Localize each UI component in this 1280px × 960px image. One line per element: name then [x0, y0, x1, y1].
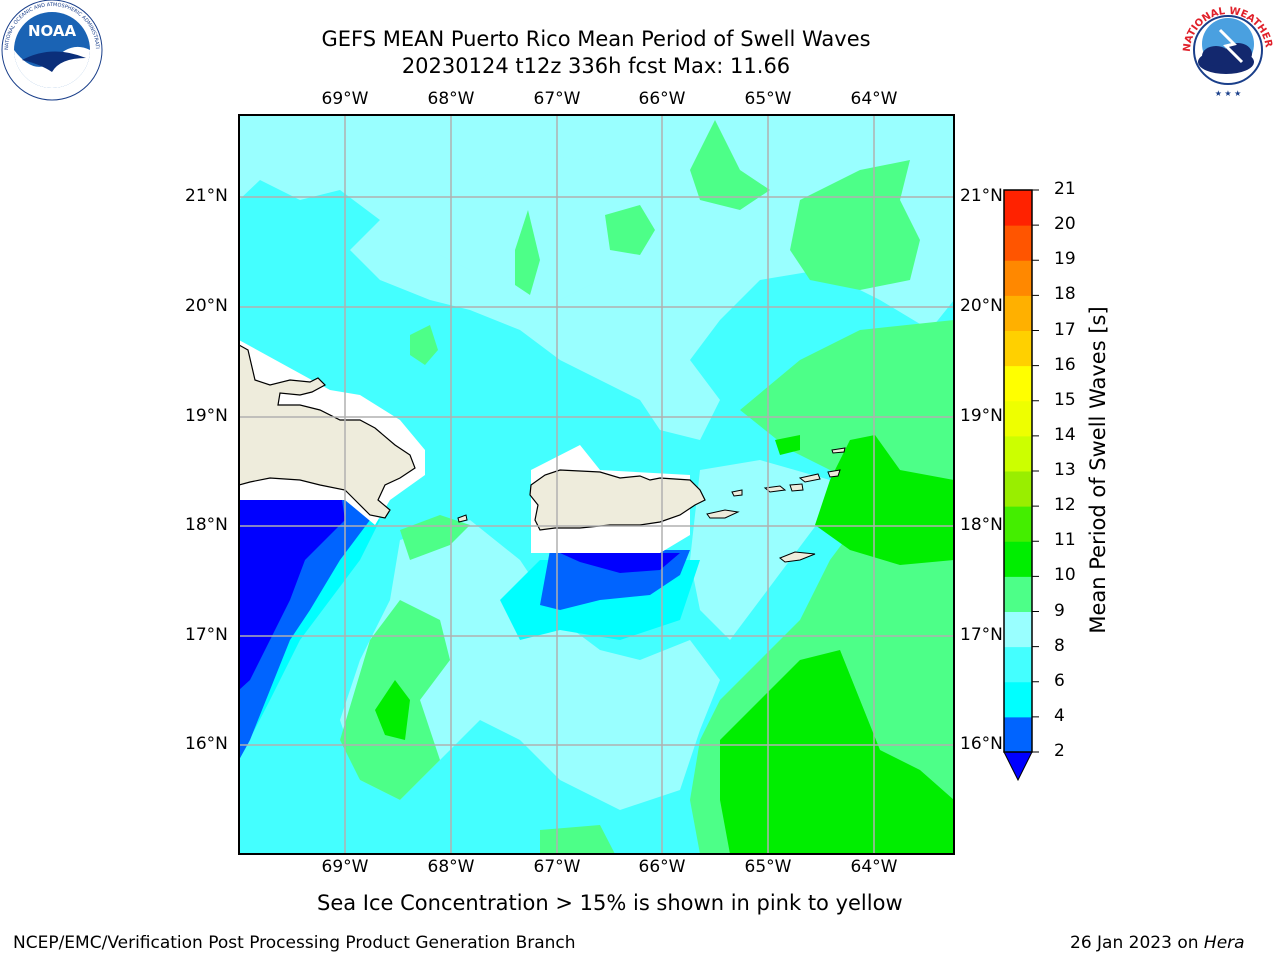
- lat-label-right-18n: 18°N: [960, 515, 1003, 535]
- colorbar-segment: [1004, 611, 1032, 648]
- contour-8-9-east: [690, 460, 830, 640]
- land-st-john: [789, 483, 804, 492]
- land-hispaniola: [239, 344, 416, 519]
- colorbar-tick-label: 9: [1054, 600, 1065, 621]
- colorbar-segment: [1004, 190, 1032, 226]
- colorbar-tick-label: 11: [1054, 530, 1076, 551]
- colorbar-segment: [1004, 330, 1032, 367]
- lon-label-top-67w: 67°W: [533, 89, 581, 109]
- colorbar-segment: [1004, 471, 1032, 507]
- contour-8-9-south: [340, 520, 720, 810]
- lat-label-right-20n: 20°N: [960, 296, 1003, 316]
- colorbar: [1003, 189, 1039, 782]
- colorbar-segment: [1004, 646, 1032, 683]
- contour-9-10-blob1: [605, 205, 655, 255]
- title-line2: 20230124 t12z 336h fcst Max: 11.66: [401, 54, 791, 78]
- graticule: [239, 115, 954, 854]
- lat-label-left-19n: 19°N: [185, 406, 228, 426]
- colorbar-tick-label: 18: [1054, 284, 1076, 305]
- colorbar-tick-label: 12: [1054, 495, 1076, 516]
- svg-text:★ ★ ★: ★ ★ ★: [1215, 89, 1242, 98]
- lon-label-top-68w: 68°W: [427, 89, 475, 109]
- contour-10-11-small: [775, 435, 800, 455]
- colorbar-tick-label: 14: [1054, 424, 1076, 445]
- machine-name: Hera: [1203, 933, 1245, 953]
- colorbar-tick-label: 20: [1054, 214, 1076, 235]
- lon-label-top-69w: 69°W: [321, 89, 369, 109]
- lat-label-left-17n: 17°N: [185, 625, 228, 645]
- colorbar-tick-label: 6: [1054, 670, 1065, 691]
- colorbar-extend-min: [1003, 751, 1033, 782]
- lat-label-right-17n: 17°N: [960, 625, 1003, 645]
- contour-9-10-northeast: [790, 160, 920, 290]
- noaa-logo-text: NOAA: [28, 22, 77, 40]
- lat-label-right-21n: 21°N: [960, 186, 1003, 206]
- colorbar-segment: [1004, 400, 1032, 437]
- contour-10-11-east: [815, 435, 954, 565]
- colorbar-segment: [1004, 225, 1032, 261]
- land-tortola: [798, 473, 821, 483]
- colorbar-segment: [1004, 365, 1032, 402]
- colorbar-tick-label: 16: [1054, 354, 1076, 375]
- colorbar-tick-label: 19: [1054, 249, 1076, 270]
- title-line1: GEFS MEAN Puerto Rico Mean Period of Swe…: [321, 27, 871, 51]
- colorbar-tick-label: 15: [1054, 389, 1076, 410]
- land-mona-island: [457, 514, 468, 523]
- colorbar-tick-label: 13: [1054, 460, 1076, 480]
- land-virgin-gorda: [827, 469, 841, 478]
- contour-9-10-s: [540, 825, 615, 854]
- map-frame: [238, 114, 955, 855]
- colorbar-segment: [1004, 506, 1032, 542]
- lon-label-bottom-68w: 68°W: [427, 857, 475, 877]
- colorbar-tick-label: 4: [1054, 705, 1065, 726]
- lat-label-left-18n: 18°N: [185, 515, 228, 535]
- land-anegada: [831, 447, 846, 454]
- lat-label-left-20n: 20°N: [185, 296, 228, 316]
- contour-lt2-west: [239, 500, 345, 690]
- colorbar-tick-label: 2: [1054, 741, 1065, 761]
- lon-label-top-64w: 64°W: [850, 89, 898, 109]
- contour-10-11-sw: [375, 680, 410, 740]
- lon-label-bottom-65w: 65°W: [744, 857, 792, 877]
- lon-label-bottom-69w: 69°W: [321, 857, 369, 877]
- lon-label-bottom-64w: 64°W: [850, 857, 898, 877]
- colorbar-tick-label: 21: [1054, 179, 1076, 199]
- lat-label-right-19n: 19°N: [960, 406, 1003, 426]
- sea-ice-caption: Sea Ice Concentration > 15% is shown in …: [317, 891, 903, 915]
- land-culebra: [731, 489, 743, 497]
- colorbar-segment: [1004, 260, 1032, 296]
- lon-label-top-66w: 66°W: [638, 89, 686, 109]
- lon-label-bottom-66w: 66°W: [638, 857, 686, 877]
- contour-9-10-strip: [690, 120, 770, 210]
- colorbar-segment: [1004, 541, 1032, 577]
- contour-lt2-south-pr: [560, 553, 680, 573]
- noaa-logo-icon: NOAA NATIONAL OCEANIC AND ATMOSPHERIC AD…: [0, 0, 103, 101]
- land-vieques: [706, 509, 740, 519]
- lon-label-top-65w: 65°W: [744, 89, 792, 109]
- lat-label-left-16n: 16°N: [185, 734, 228, 754]
- colorbar-tick-label: 10: [1054, 565, 1076, 586]
- colorbar-segment: [1004, 681, 1032, 718]
- contour-10-11-se: [720, 650, 954, 854]
- date-text: 26 Jan 2023 on: [1070, 933, 1204, 953]
- colorbar-tick-label: 8: [1054, 635, 1065, 656]
- contour-9-10-blob2: [515, 210, 540, 295]
- land-st-croix: [779, 551, 816, 563]
- colorbar-segment: [1004, 576, 1032, 612]
- colorbar-tick-label: 17: [1054, 319, 1076, 340]
- colorbar-segment: [1004, 295, 1032, 331]
- contour-layer: [239, 115, 954, 854]
- date-footer: 26 Jan 2023 on Hera: [1070, 933, 1245, 953]
- lat-label-right-16n: 16°N: [960, 734, 1003, 754]
- colorbar-label: Mean Period of Swell Waves [s]: [1086, 306, 1110, 634]
- lon-label-bottom-67w: 67°W: [533, 857, 581, 877]
- colorbar-segment: [1004, 716, 1032, 753]
- nws-logo-icon: NATIONAL WEATHER SERVICE ★ ★ ★: [1176, 0, 1276, 98]
- colorbar-segment: [1004, 435, 1032, 472]
- contour-9-10-blob3: [410, 325, 438, 365]
- lat-label-left-21n: 21°N: [185, 186, 228, 206]
- branch-footer: NCEP/EMC/Verification Post Processing Pr…: [13, 933, 576, 953]
